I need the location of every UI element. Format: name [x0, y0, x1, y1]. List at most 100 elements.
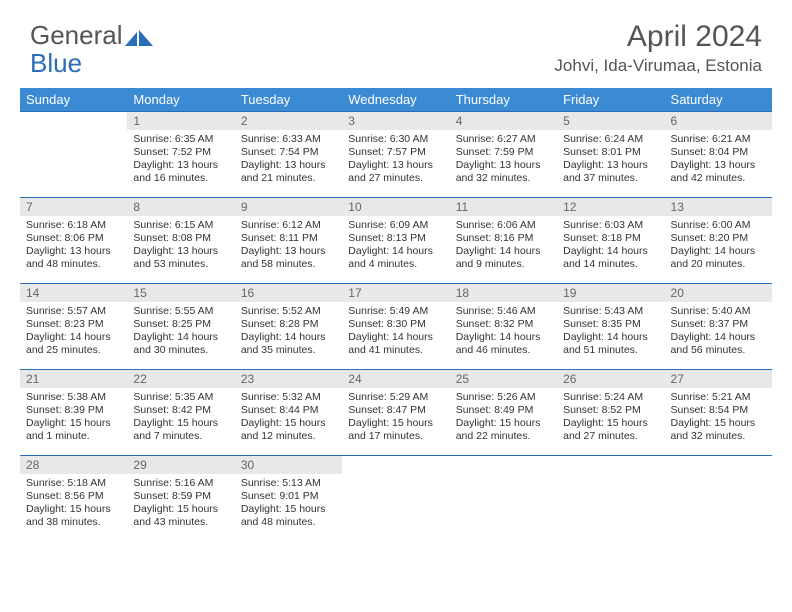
weekday-header: Saturday — [665, 88, 772, 112]
daylight-text: Daylight: 13 hours and 42 minutes. — [671, 159, 766, 185]
day-number: 14 — [20, 284, 127, 302]
sunset-text: Sunset: 8:13 PM — [348, 232, 443, 245]
calendar-week-row: 1Sunrise: 6:35 AMSunset: 7:52 PMDaylight… — [20, 112, 772, 198]
calendar-cell: 6 Sunrise: 6:21 AMSunset: 8:04 PMDaylight… — [665, 112, 772, 198]
cell-body: Sunrise: 5:43 AMSunset: 8:35 PMDaylight:… — [557, 302, 664, 361]
cell-body: Sunrise: 6:00 AMSunset: 8:20 PMDaylight:… — [665, 216, 772, 275]
calendar-week-row: 28Sunrise: 5:18 AMSunset: 8:56 PMDayligh… — [20, 456, 772, 542]
daylight-text: Daylight: 13 hours and 16 minutes. — [133, 159, 228, 185]
daylight-text: Daylight: 15 hours and 27 minutes. — [563, 417, 658, 443]
daylight-text: Daylight: 14 hours and 20 minutes. — [671, 245, 766, 271]
weekday-header: Friday — [557, 88, 664, 112]
daylight-text: Daylight: 15 hours and 17 minutes. — [348, 417, 443, 443]
day-number: 6 — [665, 112, 772, 130]
day-number: 23 — [235, 370, 342, 388]
calendar-cell: 27Sunrise: 5:21 AMSunset: 8:54 PMDayligh… — [665, 370, 772, 456]
sunrise-text: Sunrise: 5:18 AM — [26, 477, 121, 490]
calendar-cell: 23Sunrise: 5:32 AMSunset: 8:44 PMDayligh… — [235, 370, 342, 456]
day-number: 4 — [450, 112, 557, 130]
sunset-text: Sunset: 8:44 PM — [241, 404, 336, 417]
daylight-text: Daylight: 15 hours and 22 minutes. — [456, 417, 551, 443]
daylight-text: Daylight: 13 hours and 37 minutes. — [563, 159, 658, 185]
cell-body: Sunrise: 6:06 AMSunset: 8:16 PMDaylight:… — [450, 216, 557, 275]
sunset-text: Sunset: 8:06 PM — [26, 232, 121, 245]
sunset-text: Sunset: 8:18 PM — [563, 232, 658, 245]
sunset-text: Sunset: 8:47 PM — [348, 404, 443, 417]
cell-body: Sunrise: 6:35 AMSunset: 7:52 PMDaylight:… — [127, 130, 234, 189]
day-number: 11 — [450, 198, 557, 216]
day-number: 3 — [342, 112, 449, 130]
sunrise-text: Sunrise: 6:21 AM — [671, 133, 766, 146]
weekday-header: Tuesday — [235, 88, 342, 112]
sunset-text: Sunset: 8:59 PM — [133, 490, 228, 503]
cell-body: Sunrise: 6:12 AMSunset: 8:11 PMDaylight:… — [235, 216, 342, 275]
sunset-text: Sunset: 8:32 PM — [456, 318, 551, 331]
calendar-cell: 30Sunrise: 5:13 AMSunset: 9:01 PMDayligh… — [235, 456, 342, 542]
sunset-text: Sunset: 8:04 PM — [671, 146, 766, 159]
daylight-text: Daylight: 15 hours and 7 minutes. — [133, 417, 228, 443]
sunset-text: Sunset: 8:16 PM — [456, 232, 551, 245]
cell-body: Sunrise: 6:33 AMSunset: 7:54 PMDaylight:… — [235, 130, 342, 189]
sunrise-text: Sunrise: 5:38 AM — [26, 391, 121, 404]
daylight-text: Daylight: 15 hours and 1 minute. — [26, 417, 121, 443]
day-number: 2 — [235, 112, 342, 130]
sunset-text: Sunset: 8:20 PM — [671, 232, 766, 245]
cell-body: Sunrise: 5:21 AMSunset: 8:54 PMDaylight:… — [665, 388, 772, 447]
sunset-text: Sunset: 8:42 PM — [133, 404, 228, 417]
calendar-body: 1Sunrise: 6:35 AMSunset: 7:52 PMDaylight… — [20, 112, 772, 542]
logo-text-1: General — [30, 20, 123, 51]
sunset-text: Sunset: 8:25 PM — [133, 318, 228, 331]
calendar-cell: 24Sunrise: 5:29 AMSunset: 8:47 PMDayligh… — [342, 370, 449, 456]
day-number: 1 — [127, 112, 234, 130]
day-number: 17 — [342, 284, 449, 302]
cell-body: Sunrise: 5:13 AMSunset: 9:01 PMDaylight:… — [235, 474, 342, 533]
sunrise-text: Sunrise: 6:18 AM — [26, 219, 121, 232]
weekday-header: Sunday — [20, 88, 127, 112]
daylight-text: Daylight: 14 hours and 4 minutes. — [348, 245, 443, 271]
calendar-cell — [20, 112, 127, 198]
sunset-text: Sunset: 7:59 PM — [456, 146, 551, 159]
day-number: 26 — [557, 370, 664, 388]
day-number: 12 — [557, 198, 664, 216]
cell-body: Sunrise: 5:55 AMSunset: 8:25 PMDaylight:… — [127, 302, 234, 361]
daylight-text: Daylight: 15 hours and 38 minutes. — [26, 503, 121, 529]
sunrise-text: Sunrise: 5:40 AM — [671, 305, 766, 318]
sunrise-text: Sunrise: 6:24 AM — [563, 133, 658, 146]
sunrise-text: Sunrise: 5:55 AM — [133, 305, 228, 318]
flag-icon — [125, 28, 153, 46]
calendar-cell: 18Sunrise: 5:46 AMSunset: 8:32 PMDayligh… — [450, 284, 557, 370]
sunrise-text: Sunrise: 6:30 AM — [348, 133, 443, 146]
day-number: 9 — [235, 198, 342, 216]
sunset-text: Sunset: 8:56 PM — [26, 490, 121, 503]
sunset-text: Sunset: 8:52 PM — [563, 404, 658, 417]
calendar-cell: 26Sunrise: 5:24 AMSunset: 8:52 PMDayligh… — [557, 370, 664, 456]
cell-body: Sunrise: 5:18 AMSunset: 8:56 PMDaylight:… — [20, 474, 127, 533]
daylight-text: Daylight: 13 hours and 21 minutes. — [241, 159, 336, 185]
calendar-cell: 15Sunrise: 5:55 AMSunset: 8:25 PMDayligh… — [127, 284, 234, 370]
calendar-table: SundayMondayTuesdayWednesdayThursdayFrid… — [20, 88, 772, 542]
logo-text-2: Blue — [30, 48, 82, 79]
calendar-cell: 21Sunrise: 5:38 AMSunset: 8:39 PMDayligh… — [20, 370, 127, 456]
daylight-text: Daylight: 13 hours and 32 minutes. — [456, 159, 551, 185]
day-number: 13 — [665, 198, 772, 216]
page-title: April 2024 — [554, 20, 762, 54]
calendar-cell: 13Sunrise: 6:00 AMSunset: 8:20 PMDayligh… — [665, 198, 772, 284]
sunrise-text: Sunrise: 6:03 AM — [563, 219, 658, 232]
calendar-cell: 5Sunrise: 6:24 AMSunset: 8:01 PMDaylight… — [557, 112, 664, 198]
calendar-cell — [342, 456, 449, 542]
weekday-header: Thursday — [450, 88, 557, 112]
sunset-text: Sunset: 7:52 PM — [133, 146, 228, 159]
daylight-text: Daylight: 13 hours and 48 minutes. — [26, 245, 121, 271]
day-number: 20 — [665, 284, 772, 302]
calendar-cell: 8Sunrise: 6:15 AMSunset: 8:08 PMDaylight… — [127, 198, 234, 284]
sunrise-text: Sunrise: 5:32 AM — [241, 391, 336, 404]
sunset-text: Sunset: 8:23 PM — [26, 318, 121, 331]
calendar-week-row: 21Sunrise: 5:38 AMSunset: 8:39 PMDayligh… — [20, 370, 772, 456]
daylight-text: Daylight: 14 hours and 25 minutes. — [26, 331, 121, 357]
calendar-cell: 11Sunrise: 6:06 AMSunset: 8:16 PMDayligh… — [450, 198, 557, 284]
daylight-text: Daylight: 14 hours and 30 minutes. — [133, 331, 228, 357]
sunset-text: Sunset: 8:11 PM — [241, 232, 336, 245]
title-block: April 2024 Johvi, Ida-Virumaa, Estonia — [554, 20, 762, 76]
sunrise-text: Sunrise: 6:33 AM — [241, 133, 336, 146]
sunrise-text: Sunrise: 6:35 AM — [133, 133, 228, 146]
